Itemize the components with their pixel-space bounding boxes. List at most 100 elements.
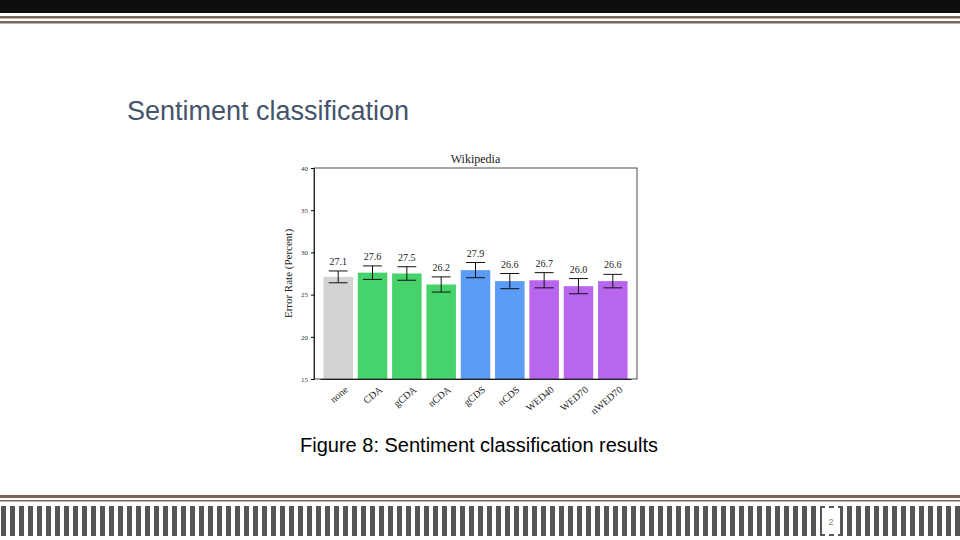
error-bar — [432, 277, 451, 292]
bar — [323, 277, 353, 379]
stripe — [730, 506, 735, 536]
stripe — [10, 506, 15, 536]
bar — [358, 273, 388, 379]
x-tick: nCDA — [426, 379, 454, 409]
error-stem — [612, 274, 613, 288]
y-tick-mark — [311, 168, 314, 169]
top-rule — [0, 21, 960, 24]
x-tick: CDA — [361, 379, 385, 406]
stripe — [172, 506, 177, 536]
x-tick: WED40 — [524, 379, 556, 413]
bottom-rule — [0, 500, 960, 502]
y-tick-label: 25 — [301, 291, 309, 299]
y-axis-title: Error Rate (Percent) — [282, 229, 295, 319]
data-label: 26.0 — [570, 264, 588, 275]
data-label: 26.6 — [501, 259, 519, 270]
stripe — [37, 506, 42, 536]
stripe — [694, 506, 699, 536]
error-stem — [406, 267, 407, 281]
data-label: 27.5 — [398, 252, 416, 263]
stripe — [469, 506, 474, 536]
y-axis-line — [311, 169, 315, 380]
error-cap — [363, 265, 382, 266]
stripe — [622, 506, 627, 536]
y-tick-label: 30 — [301, 249, 309, 257]
error-stem — [338, 271, 339, 283]
x-tick-label: nCDS — [496, 384, 522, 408]
stripe — [577, 506, 582, 536]
error-bar — [535, 273, 554, 288]
y-tick: 30 — [301, 249, 314, 257]
stripe — [91, 506, 96, 536]
stripe — [586, 506, 591, 536]
data-labels: 27.127.627.526.227.926.626.726.026.6 — [329, 248, 621, 275]
bottom-rule — [0, 495, 960, 498]
error-stem — [544, 273, 545, 288]
chart-title: Wikipedia — [451, 152, 501, 166]
page-number-box — [822, 508, 840, 534]
stripe — [793, 506, 798, 536]
stripe — [370, 506, 375, 536]
stripe — [109, 506, 114, 536]
data-label: 27.9 — [467, 248, 485, 259]
y-tick: 25 — [301, 291, 314, 299]
error-stem — [441, 277, 442, 292]
stripe — [487, 506, 492, 536]
stripe — [559, 506, 564, 536]
stripe — [199, 506, 204, 536]
stripe — [496, 506, 501, 536]
x-tick: none — [328, 379, 350, 405]
error-cap — [535, 287, 554, 288]
y-axis: 152025303540 — [301, 165, 315, 384]
y-tick: 35 — [301, 207, 314, 215]
x-tick-label: WED40 — [524, 384, 556, 413]
error-bar — [500, 274, 519, 289]
error-cap — [466, 262, 485, 263]
stripe — [235, 506, 240, 536]
stripe — [388, 506, 393, 536]
y-tick-label: 20 — [301, 334, 309, 342]
stripe — [46, 506, 51, 536]
bar — [529, 280, 559, 379]
error-bar — [363, 266, 382, 280]
background — [0, 0, 960, 540]
stripe — [181, 506, 186, 536]
data-label: 27.6 — [364, 251, 382, 262]
stripe — [334, 506, 339, 536]
stripe — [307, 506, 312, 536]
data-label: 26.2 — [432, 262, 450, 273]
stripe — [541, 506, 546, 536]
stripe — [631, 506, 636, 536]
stripe — [550, 506, 555, 536]
stripe — [154, 506, 159, 536]
x-tick-label: CDA — [361, 383, 385, 405]
x-axis-line — [321, 379, 632, 380]
stripe — [136, 506, 141, 536]
y-tick: 40 — [301, 165, 314, 173]
stripe — [226, 506, 231, 536]
stripe — [892, 506, 897, 536]
error-bar — [466, 263, 485, 278]
stripe — [568, 506, 573, 536]
y-tick-label: 40 — [301, 165, 309, 173]
stripe — [343, 506, 348, 536]
stripe — [55, 506, 60, 536]
stripe — [847, 506, 852, 536]
stripe — [271, 506, 276, 536]
stripe — [865, 506, 870, 536]
stripe — [208, 506, 213, 536]
stripe — [379, 506, 384, 536]
stripe — [262, 506, 267, 536]
stripe — [739, 506, 744, 536]
data-label: 26.7 — [535, 258, 553, 269]
stripe — [163, 506, 168, 536]
x-tick-label: none — [328, 383, 350, 404]
stripe — [811, 506, 816, 536]
data-label: 27.1 — [329, 256, 347, 267]
stripe — [802, 506, 807, 536]
stripe — [361, 506, 366, 536]
error-bar — [397, 267, 416, 281]
stripe — [757, 506, 762, 536]
bar — [564, 286, 594, 379]
error-cap — [569, 293, 588, 294]
